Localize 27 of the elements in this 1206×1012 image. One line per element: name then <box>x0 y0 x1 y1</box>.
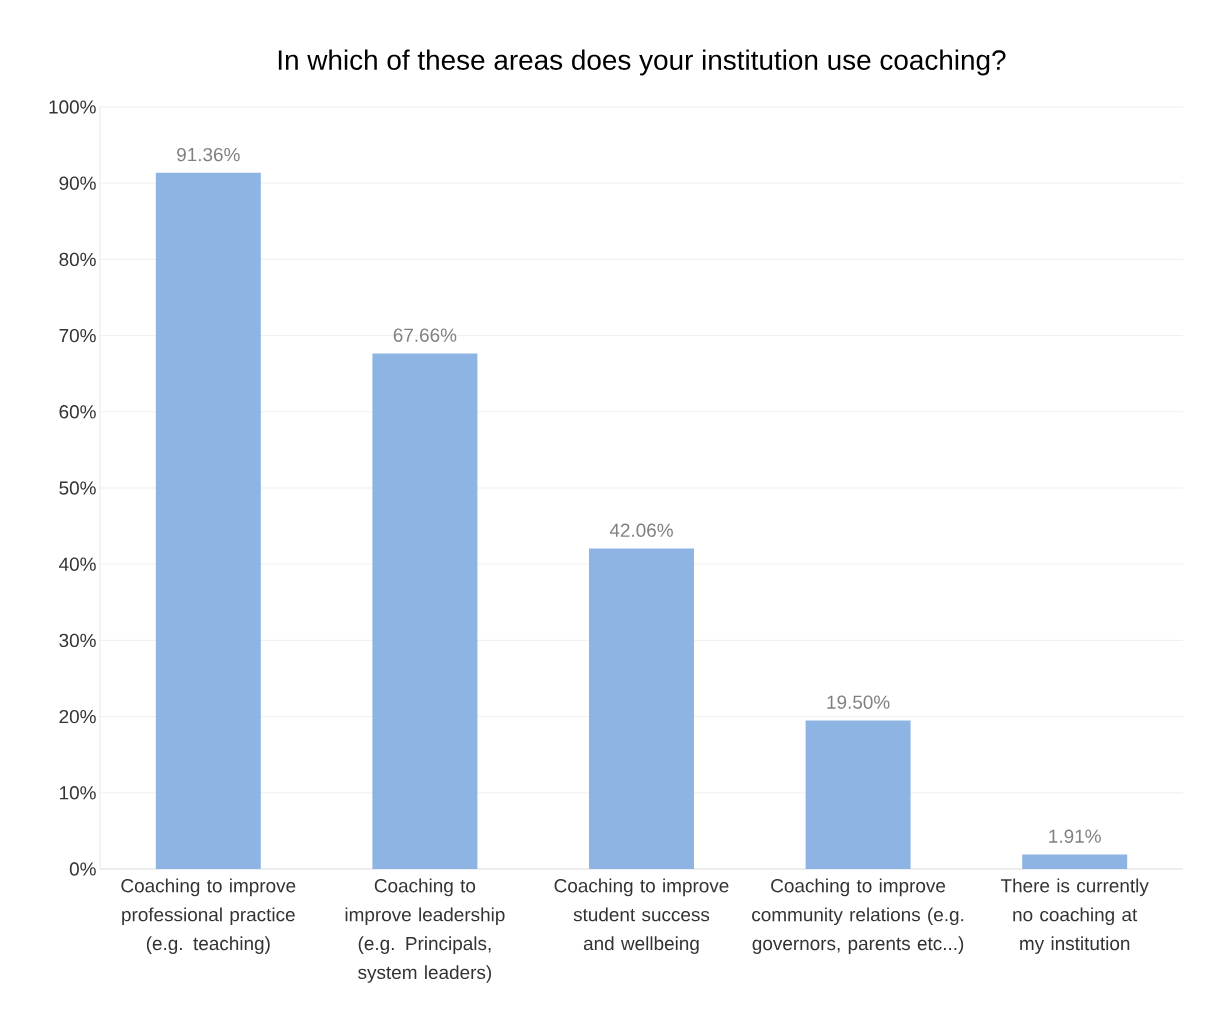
y-tick-label: 10% <box>60 786 96 800</box>
y-tick-label: 40% <box>59 557 96 571</box>
x-tick-label: Coaching to improve professional practice (e.g. teaching) <box>121 878 296 954</box>
y-tick-label: 30% <box>59 633 96 648</box>
data-label: 91.36% <box>177 147 240 162</box>
bar <box>588 548 694 869</box>
bar <box>1022 854 1128 869</box>
bar <box>155 172 261 869</box>
y-tick-label: 80% <box>59 252 96 267</box>
data-label: 1.91% <box>1049 829 1101 843</box>
x-tick-label: Coaching to improve leadership (e.g. Principals, system leaders) <box>345 878 505 983</box>
y-tick-label: 70% <box>59 328 96 343</box>
data-label: 19.50% <box>827 695 890 709</box>
data-label: 67.66% <box>393 328 457 342</box>
y-tick-label: 50% <box>59 481 96 495</box>
bar <box>372 353 478 869</box>
x-tick-label: Coaching to improve student success and wellbeing <box>554 878 729 954</box>
y-tick-label: 100% <box>49 100 96 114</box>
y-tick-label: 90% <box>59 176 96 190</box>
x-tick-label: There is currently no coaching at my institution <box>1000 878 1149 954</box>
x-tick-label: Coaching to improve community relations (e.g. governors, parents etc...) <box>752 878 964 954</box>
bar <box>805 720 911 869</box>
chart-title: In which of these areas does your institution use coaching? <box>278 49 1006 76</box>
y-tick-label: 20% <box>59 709 96 724</box>
y-tick-label: 60% <box>59 405 96 419</box>
data-label: 42.06% <box>609 523 673 537</box>
y-tick-label: 0% <box>69 862 96 876</box>
